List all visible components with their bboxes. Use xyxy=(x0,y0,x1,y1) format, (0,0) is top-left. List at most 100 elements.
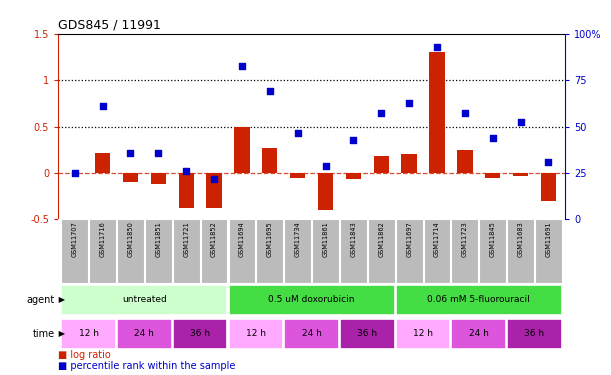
Point xyxy=(516,119,525,125)
Point xyxy=(293,130,302,136)
Bar xyxy=(207,173,222,208)
Text: 12 h: 12 h xyxy=(246,328,266,338)
Bar xyxy=(151,173,166,184)
Bar xyxy=(507,319,562,349)
Bar xyxy=(401,154,417,173)
Bar xyxy=(117,319,172,349)
Bar xyxy=(123,173,138,182)
Text: ■ percentile rank within the sample: ■ percentile rank within the sample xyxy=(58,361,235,371)
Text: GSM11695: GSM11695 xyxy=(267,221,273,257)
Bar xyxy=(95,153,111,173)
Bar xyxy=(373,156,389,173)
Bar xyxy=(423,219,450,283)
Text: 0.06 mM 5-fluorouracil: 0.06 mM 5-fluorouracil xyxy=(428,295,530,304)
Bar xyxy=(452,319,506,349)
Bar xyxy=(368,219,395,283)
Point xyxy=(321,162,331,168)
Text: GSM11845: GSM11845 xyxy=(490,221,496,257)
Bar xyxy=(284,219,311,283)
Text: GSM11723: GSM11723 xyxy=(462,221,468,257)
Bar xyxy=(145,219,172,283)
Text: GDS845 / 11991: GDS845 / 11991 xyxy=(58,18,161,31)
Point xyxy=(432,44,442,50)
Bar xyxy=(173,319,227,349)
Bar xyxy=(234,127,250,173)
Bar xyxy=(257,219,283,283)
Bar xyxy=(284,319,339,349)
Text: GSM11861: GSM11861 xyxy=(323,221,329,257)
Bar xyxy=(507,219,534,283)
Bar xyxy=(396,219,423,283)
Text: GSM11694: GSM11694 xyxy=(239,221,245,257)
Bar xyxy=(346,173,361,178)
Bar xyxy=(457,150,472,173)
Text: GSM11852: GSM11852 xyxy=(211,221,217,257)
Text: GSM11843: GSM11843 xyxy=(350,221,356,257)
Text: 0.5 uM doxorubicin: 0.5 uM doxorubicin xyxy=(268,295,355,304)
Text: 24 h: 24 h xyxy=(469,328,489,338)
Bar xyxy=(541,173,556,201)
Text: untreated: untreated xyxy=(122,295,167,304)
Text: 36 h: 36 h xyxy=(524,328,544,338)
Bar xyxy=(340,219,367,283)
Point xyxy=(544,159,554,165)
Bar xyxy=(340,319,395,349)
Text: GSM11716: GSM11716 xyxy=(100,221,106,257)
Text: ▶: ▶ xyxy=(56,296,65,304)
Bar xyxy=(117,219,144,283)
Point xyxy=(404,100,414,106)
Bar xyxy=(396,319,450,349)
Bar xyxy=(430,53,445,173)
Text: GSM11691: GSM11691 xyxy=(546,221,552,257)
Bar xyxy=(480,219,506,283)
Bar xyxy=(61,319,116,349)
Text: 36 h: 36 h xyxy=(190,328,210,338)
Point xyxy=(460,110,470,116)
Bar xyxy=(229,319,283,349)
Bar xyxy=(318,173,333,210)
Bar xyxy=(200,219,227,283)
Point xyxy=(126,150,136,156)
Bar xyxy=(262,148,277,173)
Point xyxy=(70,170,79,176)
Text: 12 h: 12 h xyxy=(413,328,433,338)
Bar xyxy=(61,219,88,283)
Bar xyxy=(396,285,562,315)
Point xyxy=(376,110,386,116)
Point xyxy=(237,63,247,69)
Text: ■ log ratio: ■ log ratio xyxy=(58,350,111,360)
Point xyxy=(181,168,191,174)
Bar xyxy=(89,219,116,283)
Bar xyxy=(173,219,200,283)
Text: GSM11697: GSM11697 xyxy=(406,221,412,257)
Point xyxy=(209,177,219,183)
Text: 36 h: 36 h xyxy=(357,328,378,338)
Text: 24 h: 24 h xyxy=(302,328,321,338)
Bar xyxy=(312,219,339,283)
Bar xyxy=(229,285,395,315)
Point xyxy=(348,138,358,144)
Bar xyxy=(61,285,227,315)
Text: GSM11721: GSM11721 xyxy=(183,221,189,257)
Point xyxy=(98,103,108,109)
Text: 12 h: 12 h xyxy=(79,328,99,338)
Text: time: time xyxy=(33,329,55,339)
Bar xyxy=(178,173,194,208)
Text: GSM11734: GSM11734 xyxy=(295,221,301,257)
Point xyxy=(265,88,275,94)
Text: 24 h: 24 h xyxy=(134,328,155,338)
Text: GSM11714: GSM11714 xyxy=(434,221,440,257)
Text: GSM11851: GSM11851 xyxy=(155,221,161,257)
Bar xyxy=(290,173,306,178)
Bar xyxy=(229,219,255,283)
Text: GSM11707: GSM11707 xyxy=(71,221,78,257)
Text: GSM11850: GSM11850 xyxy=(128,221,133,257)
Text: ▶: ▶ xyxy=(56,329,65,338)
Point xyxy=(153,150,163,156)
Point xyxy=(488,135,497,141)
Text: GSM11683: GSM11683 xyxy=(518,221,524,257)
Bar xyxy=(485,173,500,178)
Text: agent: agent xyxy=(27,295,55,305)
Text: GSM11862: GSM11862 xyxy=(378,221,384,257)
Bar xyxy=(513,173,529,176)
